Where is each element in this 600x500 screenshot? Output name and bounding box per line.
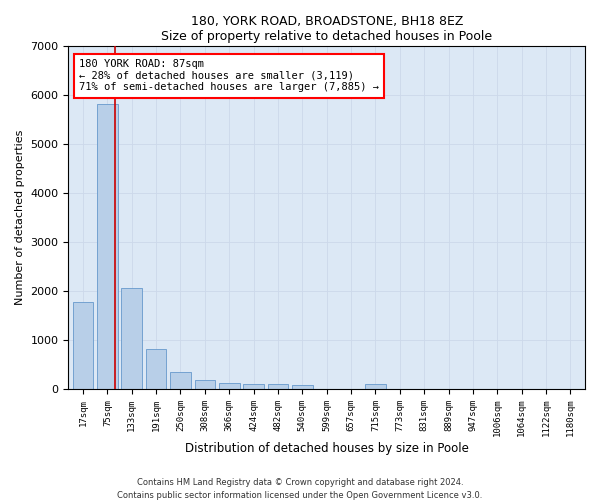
Text: Contains HM Land Registry data © Crown copyright and database right 2024.
Contai: Contains HM Land Registry data © Crown c… — [118, 478, 482, 500]
Bar — [292, 385, 313, 389]
Bar — [170, 372, 191, 389]
Bar — [219, 383, 239, 389]
Bar — [268, 384, 289, 389]
Bar — [73, 302, 94, 389]
Bar — [194, 380, 215, 389]
Y-axis label: Number of detached properties: Number of detached properties — [15, 130, 25, 305]
Text: 180 YORK ROAD: 87sqm
← 28% of detached houses are smaller (3,119)
71% of semi-de: 180 YORK ROAD: 87sqm ← 28% of detached h… — [79, 60, 379, 92]
Title: 180, YORK ROAD, BROADSTONE, BH18 8EZ
Size of property relative to detached house: 180, YORK ROAD, BROADSTONE, BH18 8EZ Siz… — [161, 15, 492, 43]
Bar — [243, 384, 264, 389]
Bar — [97, 104, 118, 389]
X-axis label: Distribution of detached houses by size in Poole: Distribution of detached houses by size … — [185, 442, 469, 455]
Bar — [365, 384, 386, 389]
Bar — [146, 349, 166, 389]
Bar — [121, 288, 142, 389]
